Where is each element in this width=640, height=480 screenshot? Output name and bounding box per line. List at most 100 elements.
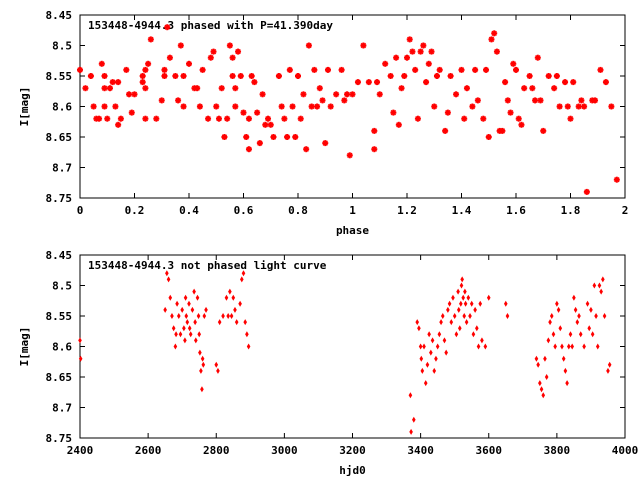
data-point bbox=[597, 282, 602, 289]
x-tick-label: 0 bbox=[77, 204, 84, 217]
data-point bbox=[447, 300, 452, 307]
data-point bbox=[365, 79, 372, 86]
x-tick-label: 1.2 bbox=[397, 204, 417, 217]
data-point bbox=[409, 48, 416, 55]
data-point bbox=[575, 319, 580, 326]
data-point bbox=[311, 66, 318, 73]
data-point bbox=[142, 66, 149, 73]
data-point bbox=[447, 73, 454, 79]
data-point bbox=[115, 121, 122, 128]
data-point bbox=[434, 355, 438, 362]
data-point bbox=[560, 343, 564, 350]
data-point bbox=[418, 343, 423, 350]
x-tick-label: 1.6 bbox=[506, 204, 526, 217]
data-point bbox=[371, 127, 378, 134]
data-point bbox=[229, 73, 236, 79]
data-point bbox=[469, 103, 476, 110]
data-point bbox=[570, 343, 575, 350]
data-point bbox=[166, 276, 171, 283]
data-point bbox=[486, 294, 491, 301]
data-point bbox=[458, 66, 465, 73]
data-point bbox=[478, 300, 483, 307]
data-point bbox=[551, 85, 558, 92]
data-point bbox=[578, 97, 585, 104]
data-point bbox=[529, 85, 536, 92]
data-point bbox=[237, 73, 244, 79]
x-tick-label: 3600 bbox=[476, 444, 503, 457]
data-point bbox=[289, 103, 296, 110]
data-point bbox=[493, 48, 500, 55]
data-point bbox=[187, 325, 192, 332]
data-point bbox=[199, 66, 206, 73]
data-point bbox=[376, 91, 383, 98]
data-point bbox=[595, 343, 600, 350]
x-tick-label: 3200 bbox=[339, 444, 366, 457]
data-point bbox=[228, 288, 232, 295]
data-point bbox=[409, 428, 413, 435]
data-point bbox=[483, 66, 490, 73]
data-point bbox=[437, 331, 442, 338]
data-point bbox=[460, 276, 464, 283]
x-tick-label: 0.6 bbox=[234, 204, 254, 217]
data-point bbox=[194, 337, 198, 344]
data-point bbox=[420, 42, 427, 49]
data-point bbox=[606, 367, 610, 374]
y-tick-label: 8.65 bbox=[46, 371, 73, 384]
phased-light-curve-panel: 0 0.2 0.4 0.6 0.8 1 1.2 1.4 1.6 1.8 2 8.45 8.5 8.55 8.… bbox=[18, 9, 628, 237]
data-point bbox=[601, 276, 605, 283]
data-point bbox=[513, 66, 519, 73]
data-point bbox=[406, 36, 413, 43]
data-point bbox=[215, 115, 222, 122]
data-point bbox=[451, 294, 455, 301]
data-point bbox=[139, 79, 146, 86]
data-point bbox=[182, 325, 186, 332]
data-point bbox=[194, 85, 201, 92]
data-point bbox=[474, 97, 481, 104]
data-point bbox=[464, 319, 469, 326]
data-point bbox=[549, 313, 554, 319]
data-point bbox=[544, 374, 549, 380]
data-point bbox=[188, 331, 193, 338]
data-point bbox=[161, 66, 168, 73]
data-point bbox=[231, 294, 236, 301]
y-tick-label: 8.55 bbox=[46, 310, 73, 323]
data-point bbox=[587, 325, 592, 332]
x-tick-label: 3800 bbox=[544, 444, 571, 457]
data-point bbox=[190, 306, 195, 313]
data-point bbox=[417, 48, 424, 55]
data-point bbox=[599, 288, 603, 295]
data-point bbox=[427, 331, 431, 338]
data-point bbox=[295, 73, 301, 79]
data-point bbox=[341, 97, 348, 104]
data-point bbox=[324, 66, 331, 73]
data-point bbox=[592, 282, 597, 289]
data-point bbox=[468, 313, 472, 319]
data-point bbox=[541, 392, 546, 399]
data-point bbox=[158, 97, 165, 104]
data-point bbox=[431, 103, 438, 110]
data-point bbox=[333, 91, 340, 98]
data-point bbox=[210, 48, 217, 55]
data-point bbox=[106, 85, 113, 92]
data-point bbox=[457, 325, 462, 332]
data-point bbox=[439, 319, 443, 326]
data-point bbox=[360, 42, 367, 49]
data-point bbox=[553, 73, 560, 79]
data-point bbox=[186, 60, 192, 67]
data-point bbox=[456, 288, 460, 295]
data-point bbox=[461, 294, 466, 301]
data-point bbox=[173, 343, 178, 350]
data-point bbox=[175, 97, 182, 104]
data-point bbox=[213, 103, 220, 110]
data-point bbox=[545, 73, 552, 79]
chart-title: 153448-4944.3 not phased light curve bbox=[88, 259, 327, 272]
data-point bbox=[558, 325, 563, 332]
data-point bbox=[82, 85, 89, 92]
data-point bbox=[565, 380, 569, 387]
data-point bbox=[463, 288, 467, 295]
data-point bbox=[199, 367, 203, 374]
data-point bbox=[90, 103, 97, 110]
data-point bbox=[292, 134, 299, 140]
data-point bbox=[327, 103, 334, 110]
data-point bbox=[243, 134, 250, 140]
